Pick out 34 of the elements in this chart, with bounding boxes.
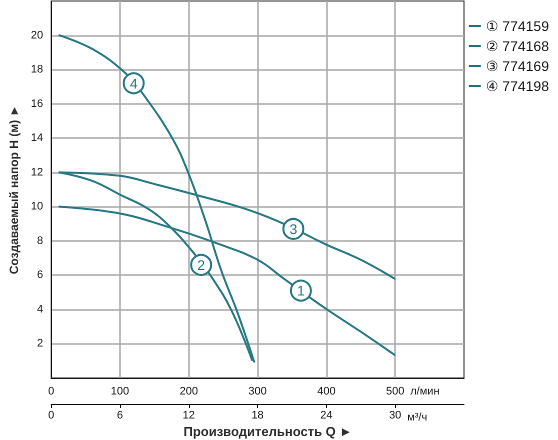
y-axis-title: Создаваемый напор H (м) ► — [7, 104, 21, 274]
y-tick-label: 10 — [30, 200, 44, 213]
x-tick-label: 400 — [317, 386, 336, 398]
x-tick-label: 300 — [248, 386, 267, 398]
x-axis-title: л/мин — [410, 386, 440, 398]
legend-label: ① 774159 — [486, 18, 550, 34]
x2-tick-label: 24 — [320, 410, 333, 422]
x-tick-label: 500 — [386, 386, 404, 398]
x2-tick-label: 18 — [251, 410, 264, 422]
x2-tick-label: 0 — [48, 410, 54, 422]
x-tick-label: 200 — [180, 386, 198, 398]
y-tick-label: 6 — [37, 269, 44, 282]
x2-tick-label: 6 — [116, 410, 124, 422]
y-tick-label: 20 — [30, 29, 44, 42]
text: Производительность Q ► — [184, 424, 352, 439]
annotation: 3 — [289, 220, 298, 237]
y-tick-label: 14 — [30, 132, 44, 144]
y-tick-label: 4 — [37, 303, 44, 316]
x-tick-label: 0 — [48, 386, 54, 398]
annotation: 2 — [197, 256, 206, 273]
annotation: 4 — [130, 75, 138, 92]
x-tick-label: 100 — [110, 386, 130, 398]
legend-label: ③ 774169 — [486, 58, 550, 74]
y-tick-label: 2 — [37, 338, 44, 350]
y-tick-label: 18 — [30, 64, 44, 76]
y-tick-label: 12 — [30, 166, 44, 178]
y-tick-label: 16 — [30, 98, 44, 110]
legend-label: ② 774168 — [486, 38, 550, 54]
x2-axis-title: м³/ч — [407, 412, 428, 424]
x2-tick-label: 30 — [389, 410, 402, 422]
x2-tick-label: 12 — [182, 410, 195, 422]
y-tick-label: 8 — [37, 234, 44, 247]
annotation: 1 — [297, 282, 306, 299]
legend-label: ④ 774198 — [486, 78, 550, 94]
